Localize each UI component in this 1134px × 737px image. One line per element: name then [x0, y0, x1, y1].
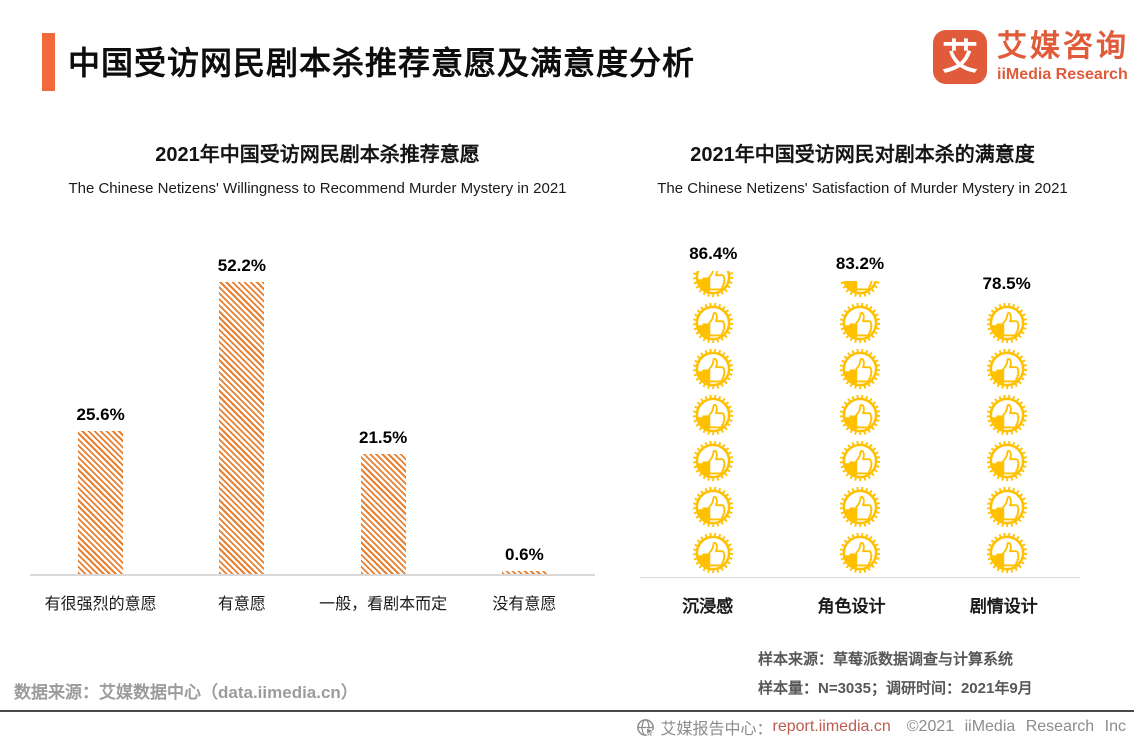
- bar: [219, 281, 265, 574]
- icon-category-label: 沉浸感: [682, 597, 734, 616]
- logo-name-en: iiMedia Research: [997, 66, 1128, 83]
- thumbs-up-icon: [691, 439, 735, 483]
- thumbs-up-icon: [691, 301, 735, 345]
- bar-category-label: 有意愿: [217, 596, 266, 613]
- bar: [360, 453, 406, 574]
- bar-chart-categories: 有很强烈的意愿 有意愿 一般，看剧本而定 没有意愿: [30, 590, 595, 614]
- icon-chart-subtitle: The Chinese Netizens' Satisfaction of Mu…: [657, 180, 1068, 197]
- bar-category-label: 一般，看剧本而定: [319, 596, 448, 613]
- sample-note: 样本来源：草莓派数据调查与计算系统 样本量：N=3035；调研时间：2021年9…: [758, 645, 1033, 703]
- thumbs-up-icon: [691, 531, 735, 575]
- bar-column-0: 25.6%: [30, 256, 171, 574]
- icon-chart-plot: 86.4% 83.2% 78.5%: [640, 244, 1080, 578]
- iimedia-logo-icon: 艾: [933, 30, 987, 84]
- willingness-bar-chart: 2021年中国受访网民剧本杀推荐意愿 The Chinese Netizens'…: [30, 132, 605, 614]
- thumbs-up-icon: [691, 271, 735, 299]
- thumbs-up-icon-partial: [691, 271, 735, 299]
- footer-site-url: report.iimedia.cn: [772, 718, 891, 735]
- bar: [501, 570, 547, 574]
- bar-value-label: 0.6%: [505, 544, 544, 564]
- bar-column-2: 21.5%: [313, 256, 454, 574]
- bar-chart-subtitle: The Chinese Netizens' Willingness to Rec…: [68, 180, 567, 197]
- bar-category-label: 有很强烈的意愿: [44, 596, 157, 613]
- logo-name-cn: 艾媒咨询: [997, 30, 1129, 63]
- page-title: 中国受访网民剧本杀推荐意愿及满意度分析: [68, 45, 696, 81]
- footer: 艾媒报告中心： report.iimedia.cn ©2021 iiMedia …: [636, 715, 1126, 737]
- icon-chart-title: 2021年中国受访网民对剧本杀的满意度: [690, 144, 1035, 166]
- icon-value-label: 78.5%: [982, 274, 1031, 293]
- logo-text: 艾媒咨询 iiMedia Research: [997, 30, 1129, 84]
- thumbs-up-icon: [838, 281, 882, 299]
- thumbs-up-icon: [691, 347, 735, 391]
- sample-info-line: 样本量：N=3035；调研时间：2021年9月: [758, 680, 1033, 697]
- icon-chart-categories: 沉浸感 角色设计 剧情设计: [640, 592, 1080, 617]
- icon-column-0: 86.4%: [689, 244, 737, 577]
- satisfaction-icon-chart: 2021年中国受访网民对剧本杀的满意度 The Chinese Netizens…: [610, 132, 1115, 616]
- bar-category-label: 没有意愿: [492, 596, 557, 613]
- bar-value-label: 21.5%: [359, 427, 408, 447]
- thumbs-up-icon: [691, 393, 735, 437]
- logo-glyph: 艾: [941, 36, 978, 77]
- bar: [78, 430, 124, 574]
- bar-column-3: 0.6%: [454, 256, 595, 574]
- thumbs-up-icon: [985, 301, 1029, 345]
- icon-column-2: 78.5%: [983, 274, 1031, 577]
- thumbs-up-icon: [838, 531, 882, 575]
- bar-column-1: 52.2%: [171, 256, 312, 574]
- thumbs-up-icon-partial: [838, 281, 882, 299]
- icon-category-label: 剧情设计: [969, 597, 1038, 616]
- globe-cursor-icon: [637, 718, 656, 737]
- icon-value-label: 83.2%: [835, 254, 885, 273]
- bar-value-label: 52.2%: [217, 255, 266, 275]
- header-accent-bar: [42, 33, 55, 91]
- thumbs-up-icon: [838, 485, 882, 529]
- thumbs-up-icon: [985, 485, 1029, 529]
- data-source-note: 数据来源：艾媒数据中心（data.iimedia.cn）: [14, 683, 358, 702]
- thumbs-up-icon: [985, 393, 1029, 437]
- bar-value-label: 25.6%: [76, 404, 125, 424]
- footer-site-label: 艾媒报告中心：: [660, 721, 773, 737]
- iimedia-logo: 艾 艾媒咨询 iiMedia Research: [933, 30, 1129, 84]
- thumbs-up-icon: [691, 485, 735, 529]
- icon-value-label: 86.4%: [689, 244, 738, 263]
- thumbs-up-icon: [838, 393, 882, 437]
- thumbs-up-icon: [838, 439, 882, 483]
- bar-chart-plot: 25.6% 52.2% 21.5% 0.6%: [30, 256, 595, 576]
- footer-copyright: ©2021 iiMedia Research Inc: [906, 718, 1126, 735]
- sample-source-line: 样本来源：草莓派数据调查与计算系统: [758, 651, 1014, 668]
- thumbs-up-icon: [838, 301, 882, 345]
- thumbs-up-icon: [985, 439, 1029, 483]
- bar-chart-title: 2021年中国受访网民剧本杀推荐意愿: [155, 144, 480, 166]
- icon-category-label: 角色设计: [817, 597, 886, 616]
- thumbs-up-icon: [985, 347, 1029, 391]
- footer-divider: [0, 710, 1134, 712]
- icon-column-1: 83.2%: [836, 254, 884, 577]
- thumbs-up-icon: [985, 531, 1029, 575]
- thumbs-up-icon: [838, 347, 882, 391]
